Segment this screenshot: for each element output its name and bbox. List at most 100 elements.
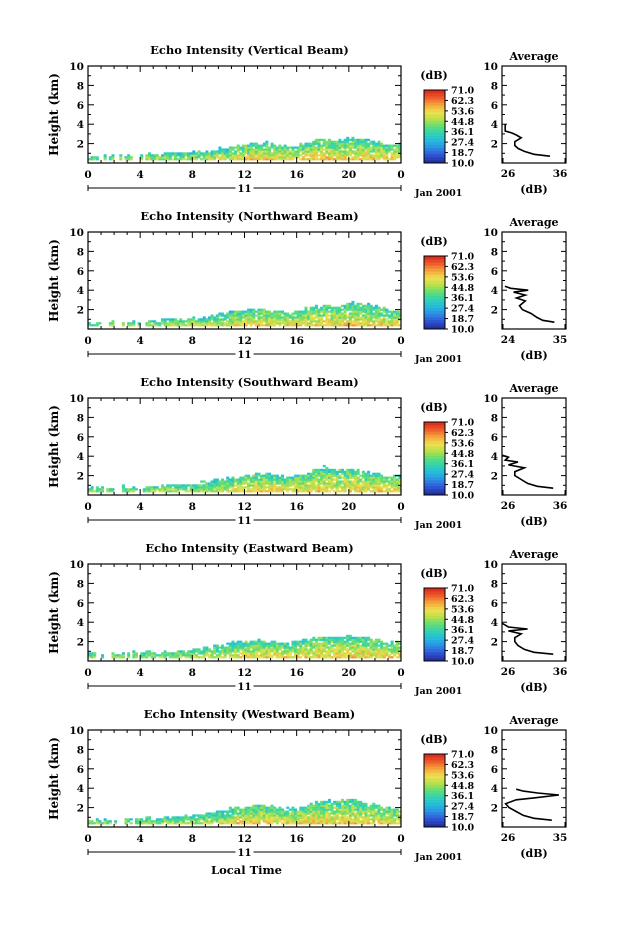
echo-cell [257,484,261,487]
colorbar-step [424,793,445,797]
echo-cell [330,816,334,819]
echo-cell [200,322,204,325]
echo-cell [281,484,285,487]
echo-cell [330,488,334,491]
colorbar-step [424,289,445,293]
echo-cell [325,476,329,479]
echo-cell [372,650,376,653]
echo-cell [361,802,365,805]
echo-cell [228,654,232,657]
echo-cell [291,650,295,653]
echo-cell [288,476,292,479]
echo-cell [231,318,235,321]
echo-cell [320,822,324,825]
echo-cell [361,652,365,655]
echo-cell [398,324,402,327]
echo-cell [330,314,334,317]
echo-cell [377,478,381,481]
echo-cell [197,156,201,159]
echo-cell [281,490,285,493]
echo-cell [380,814,384,817]
echo-cell [257,322,261,325]
colorbar-step [424,259,445,263]
echo-cell [291,322,295,325]
echo-cell [119,154,123,157]
echo-cell [270,656,274,659]
echo-cell [314,472,318,475]
echo-cell [354,642,358,645]
echo-cell [390,482,394,485]
echo-cell [398,150,402,153]
echo-cell [218,650,222,653]
echo-cell [299,482,303,485]
echo-cell [301,476,305,479]
y-tick-label: 2 [77,139,84,151]
echo-cell [343,154,347,157]
echo-cell [252,308,256,311]
echo-cell [333,468,337,472]
echo-cell [273,484,277,487]
echo-cell [359,324,363,327]
echo-cell [341,142,345,145]
echo-cell [205,646,209,649]
echo-cell [181,818,185,821]
echo-cell [393,314,397,317]
echo-cell [351,798,355,802]
echo-cell [346,810,350,813]
echo-cell [267,316,271,319]
x-tick-label: 0 [397,667,404,679]
echo-cell [322,814,326,817]
echo-cell [147,156,151,159]
echo-cell [338,152,342,155]
echo-cell [296,314,300,317]
echo-cell [145,650,149,653]
echo-cell [372,154,376,157]
echo-cell [147,822,151,825]
echo-cell [184,822,188,825]
colorbar-tick-label: 27.4 [451,470,475,481]
echo-cell [385,648,389,651]
echo-cell [236,480,240,483]
echo-cell [335,156,339,159]
echo-cell [234,816,238,819]
echo-cell [288,320,292,323]
echo-cell [322,640,326,643]
echo-cell [301,322,305,325]
echo-cell [153,154,157,157]
echo-cell [309,806,313,809]
echo-cell [351,142,355,145]
echo-cell [244,322,248,325]
echo-cell [320,652,324,655]
echo-cell [236,642,240,645]
echo-cell [398,490,402,493]
echo-cell [385,152,389,155]
colorbar-step [424,298,445,303]
echo-cell [398,652,402,655]
echo-cell [330,144,334,147]
echo-cell [335,814,339,817]
echo-cell [179,154,183,157]
echo-cell [231,814,235,817]
echo-cell [270,146,274,149]
echo-cell [147,490,151,493]
echo-cell [369,318,373,321]
echo-cell [234,318,238,321]
echo-cell [228,154,232,157]
echo-cell [265,148,269,151]
echo-cell [283,320,287,323]
echo-cell [327,476,331,479]
echo-cell [330,822,334,825]
echo-cell [218,156,222,159]
echo-cell [301,478,305,481]
echo-cell [296,654,300,657]
echo-cell [374,816,378,819]
echo-cell [327,654,331,657]
echo-cell [140,818,144,821]
echo-cell [231,312,235,315]
echo-cell [194,484,198,487]
echo-cell [254,642,258,645]
echo-cell [377,654,381,657]
echo-cell [187,816,191,819]
echo-cell [275,154,279,157]
echo-cell [361,148,365,151]
